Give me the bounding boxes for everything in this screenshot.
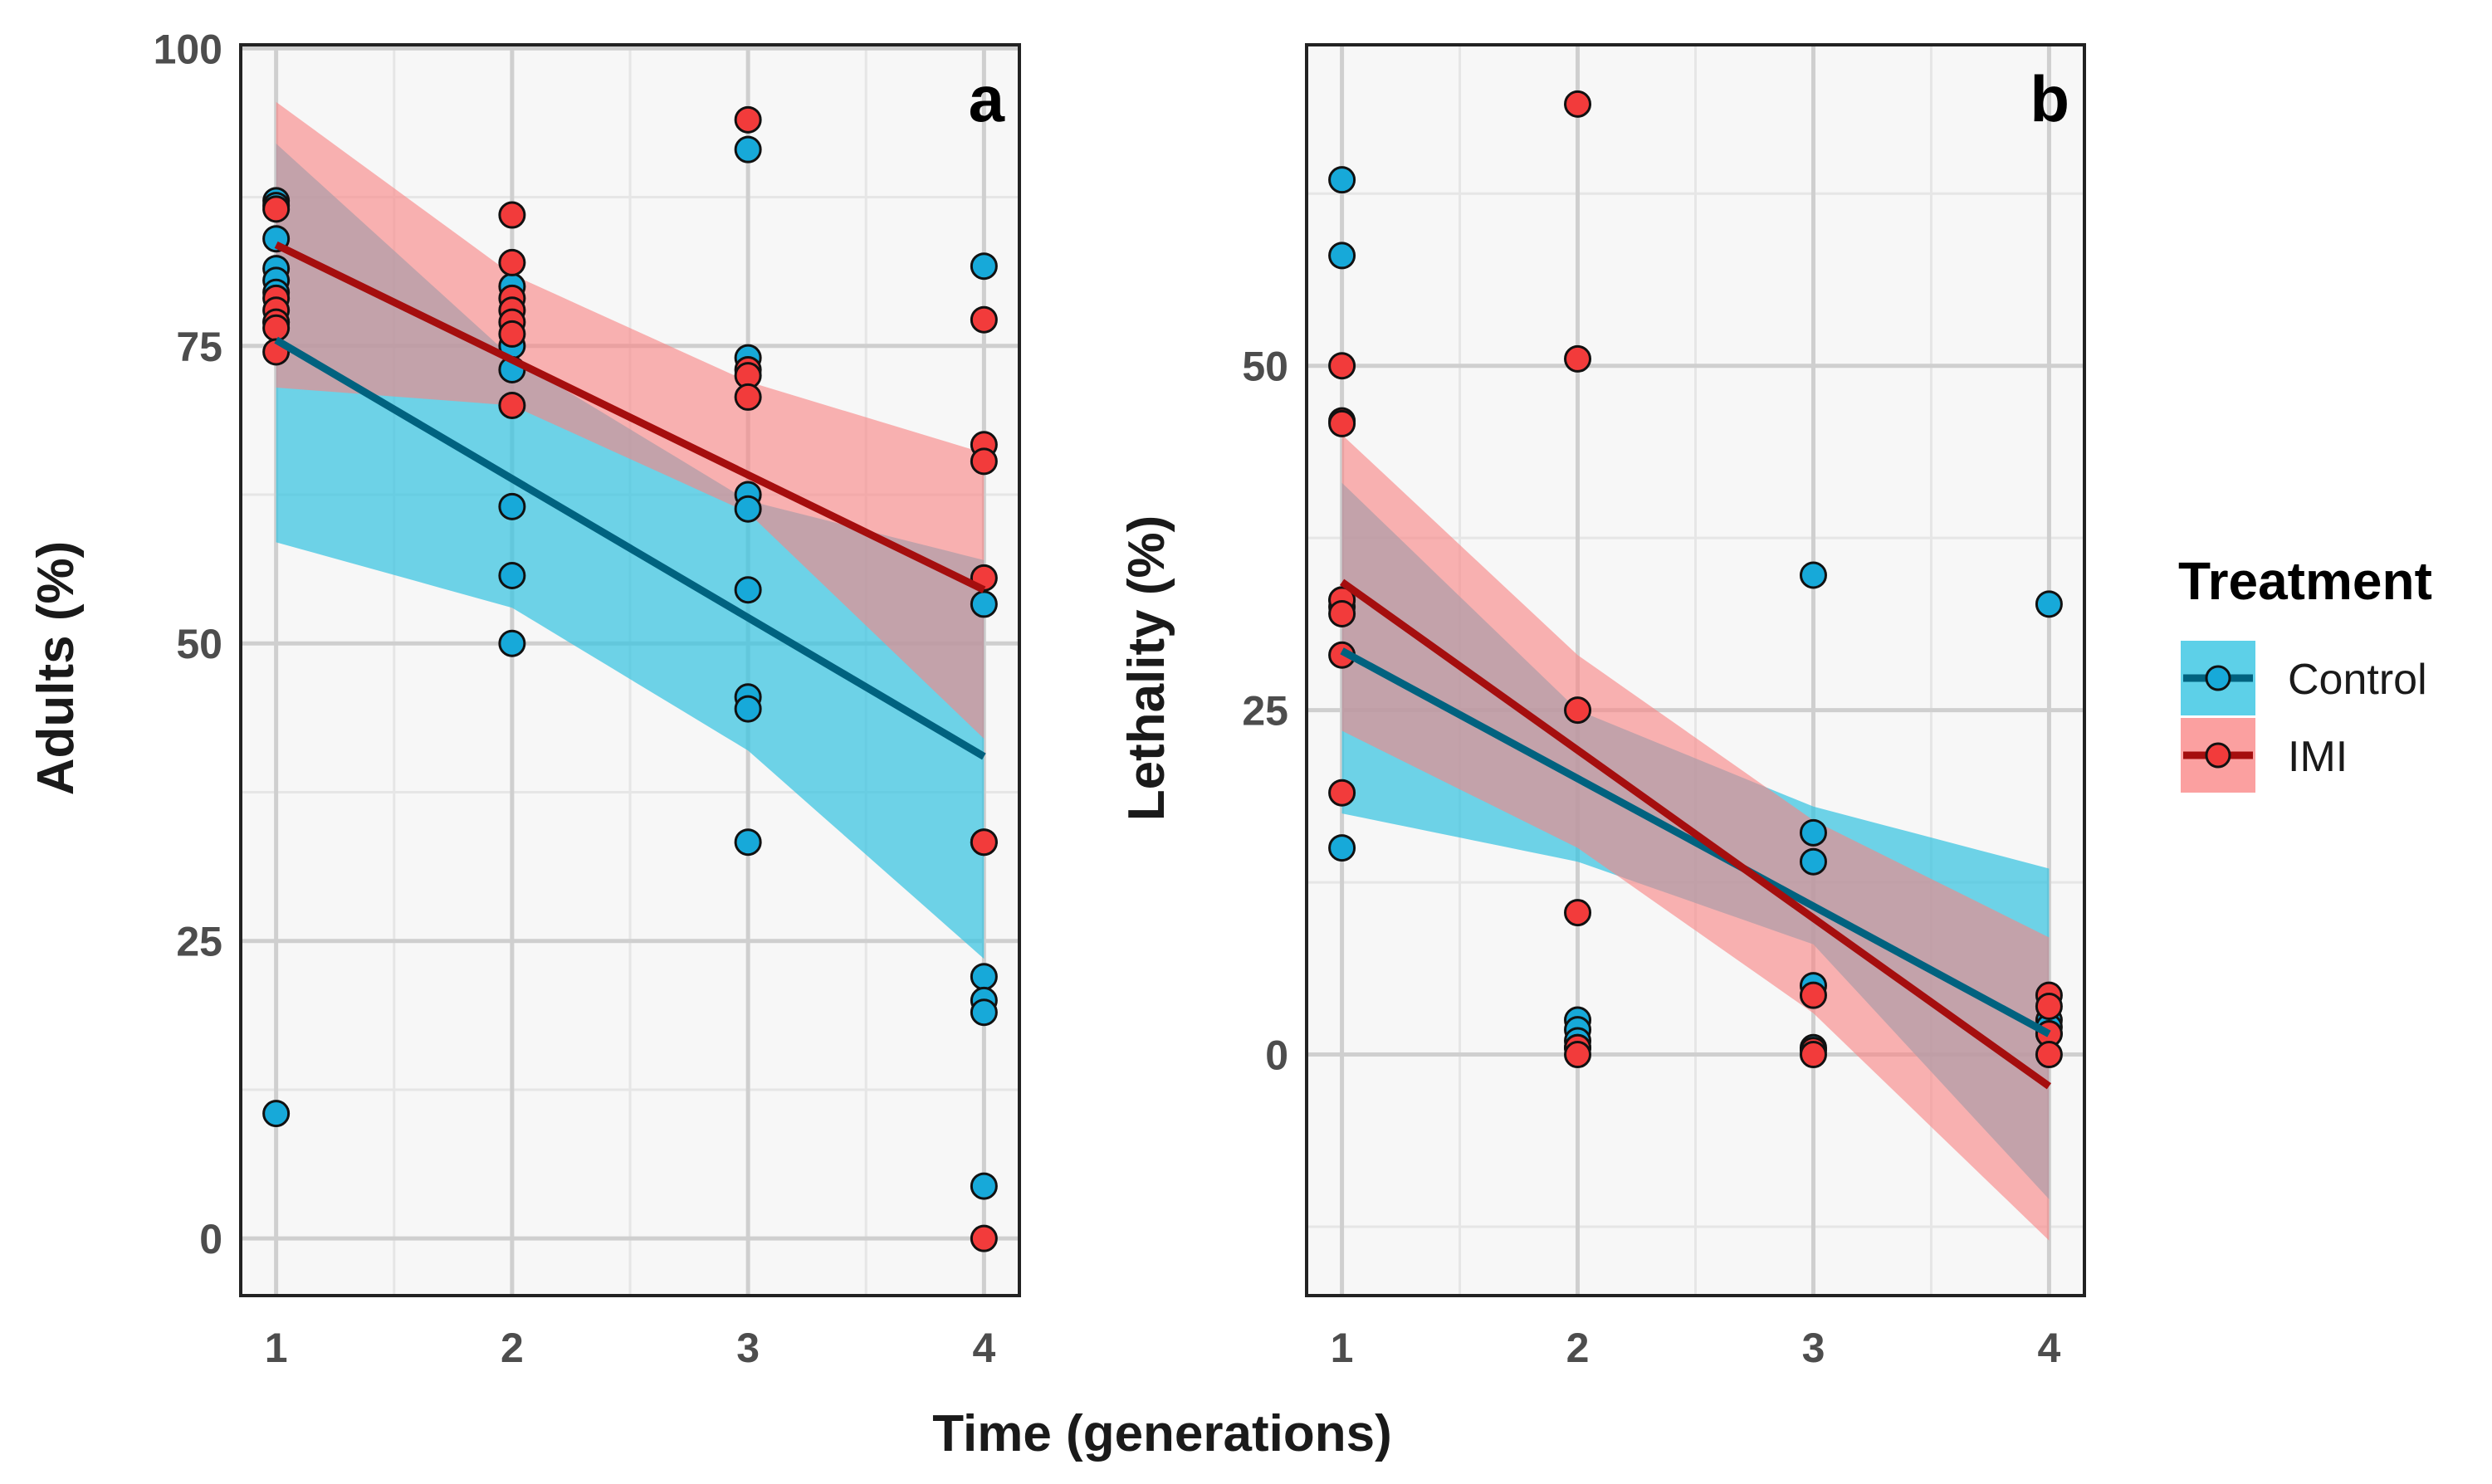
data-point-control: [1328, 242, 1356, 270]
data-point-imi: [970, 305, 998, 334]
panel-b-lethality: 1 2 3 4 0 25 50 b: [1242, 43, 2086, 1371]
legend-point-control: [2205, 665, 2231, 691]
x-axis-label: Time (generations): [932, 1405, 1392, 1462]
data-point-control: [734, 495, 762, 523]
legend-title: Treatment: [2178, 551, 2432, 611]
plot-border: [239, 43, 1021, 1297]
data-point-control: [970, 998, 998, 1027]
data-point-control: [1799, 818, 1827, 847]
panel-label: a: [969, 62, 1005, 135]
data-point-imi: [1564, 899, 1592, 927]
y-tick-label: 25: [1242, 688, 1288, 735]
data-point-imi: [1564, 344, 1592, 373]
fit-line-control: [274, 336, 986, 760]
y-tick-label: 50: [176, 621, 222, 667]
y-tick-label: 25: [176, 919, 222, 965]
x-tick-label: 4: [972, 1325, 995, 1371]
data-point-control: [1328, 834, 1356, 862]
data-point-imi: [1564, 90, 1592, 118]
data-point-imi: [1799, 981, 1827, 1009]
data-point-imi: [2035, 992, 2063, 1020]
x-tick-label: 2: [1566, 1325, 1590, 1371]
legend-label-control: Control: [2288, 656, 2427, 704]
y-tick-label: 100: [154, 26, 222, 72]
x-tick-label: 3: [736, 1325, 760, 1371]
data-point-control: [1799, 847, 1827, 876]
fit-line-imi: [1339, 578, 2052, 1090]
data-point-control: [970, 1172, 998, 1200]
y-tick-label: 0: [199, 1216, 222, 1262]
data-point-imi: [970, 447, 998, 476]
y-axis-label-a: Adults (%): [27, 541, 85, 796]
data-point-control: [262, 1100, 291, 1128]
data-point-control: [970, 252, 998, 281]
y-tick-label: 0: [1265, 1032, 1288, 1079]
data-point-control: [498, 562, 526, 590]
y-tick-label: 50: [1242, 344, 1288, 390]
plot-border: [1305, 43, 2086, 1297]
x-tick-label: 1: [265, 1325, 288, 1371]
data-point-imi: [1564, 1041, 1592, 1069]
data-point-imi: [498, 320, 526, 348]
data-point-control: [970, 963, 998, 991]
data-point-imi: [734, 383, 762, 411]
legend-item-control: Control: [2181, 641, 2427, 715]
data-point-control: [2035, 590, 2063, 618]
data-point-control: [498, 629, 526, 657]
legend-item-imi: IMI: [2181, 718, 2348, 793]
data-point-imi: [498, 248, 526, 276]
fit-line-imi: [274, 241, 986, 593]
data-point-control: [734, 576, 762, 604]
x-tick-label: 3: [1802, 1325, 1825, 1371]
data-point-imi: [262, 195, 291, 223]
x-tick-label: 2: [501, 1325, 524, 1371]
x-tick-label: 1: [1331, 1325, 1354, 1371]
data-point-imi: [498, 201, 526, 229]
data-point-imi: [1328, 779, 1356, 807]
y-axis-label-b: Lethality (%): [1118, 515, 1175, 822]
data-point-imi: [262, 314, 291, 342]
data-point-imi: [734, 105, 762, 134]
data-point-imi: [1564, 696, 1592, 725]
x-tick-label: 4: [2038, 1325, 2061, 1371]
legend-point-imi: [2205, 742, 2231, 769]
legend: Treatment Control IMI: [2178, 551, 2432, 793]
data-point-control: [970, 590, 998, 618]
data-point-control: [498, 492, 526, 520]
panel-a-adults: 1 2 3 4 0 25 50 75 100 a: [154, 26, 1021, 1371]
panel-label: b: [2030, 62, 2069, 135]
data-point-control: [734, 695, 762, 723]
data-point-control: [1328, 166, 1356, 194]
data-point-control: [1799, 561, 1827, 589]
data-point-imi: [1328, 409, 1356, 437]
data-point-imi: [1799, 1041, 1827, 1069]
data-point-control: [734, 135, 762, 164]
data-point-imi: [2035, 1041, 2063, 1069]
data-point-imi: [498, 391, 526, 419]
data-point-imi: [1328, 599, 1356, 627]
data-point-control: [734, 828, 762, 857]
y-tick-label: 75: [176, 324, 222, 370]
data-point-imi: [970, 828, 998, 857]
data-point-imi: [1328, 352, 1356, 380]
data-point-imi: [970, 1224, 998, 1252]
fit-line-control: [1340, 647, 2051, 1037]
legend-label-imi: IMI: [2288, 733, 2348, 781]
